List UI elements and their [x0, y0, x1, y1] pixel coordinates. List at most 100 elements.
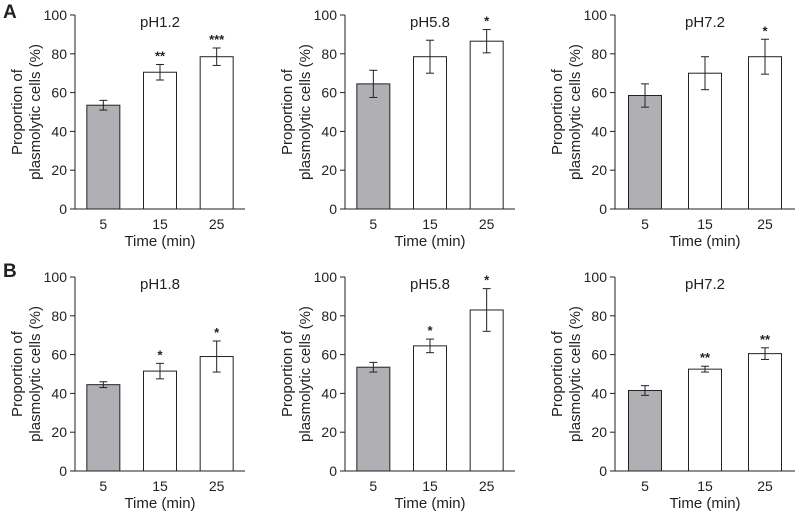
- y-tick-label: 100: [44, 269, 68, 285]
- y-tick-label: 40: [51, 123, 67, 139]
- y-tick-label: 100: [584, 269, 608, 285]
- bar: [469, 309, 504, 472]
- y-tick-label: 20: [321, 424, 337, 440]
- x-tick-label: 15: [422, 478, 438, 494]
- error-bar: [369, 69, 378, 98]
- y-tick-label: 0: [329, 201, 337, 217]
- y-tick-label: 20: [591, 424, 607, 440]
- x-axis-label: Time (min): [124, 495, 195, 512]
- y-axis-label-line-1: Proportion of: [549, 68, 566, 155]
- chart-5: pH5.8 * * 0 20 40 60 80 100 5 15 25 Time (min) Propor…: [279, 269, 515, 512]
- y-axis-label-line-2: plasmolytic cells (%): [27, 306, 44, 442]
- bar: [748, 56, 782, 210]
- bar: [199, 356, 234, 472]
- error-bar: [426, 338, 434, 354]
- error-bar: [99, 381, 108, 389]
- significance-marker: *: [484, 273, 490, 288]
- y-tick-label: 80: [51, 46, 67, 62]
- y-tick-label: 20: [321, 162, 337, 178]
- error-bar: [156, 63, 164, 81]
- error-bar: [369, 361, 378, 373]
- y-tick-label: 0: [59, 201, 67, 217]
- y-tick-label: 20: [51, 424, 67, 440]
- x-axis-label: Time (min): [669, 233, 740, 250]
- bar: [469, 40, 504, 210]
- error-bar: [761, 38, 769, 75]
- y-tick-label: 20: [51, 162, 67, 178]
- y-tick-label: 60: [591, 85, 607, 101]
- y-tick-label: 60: [321, 85, 337, 101]
- error-bar: [641, 83, 649, 108]
- y-tick-label: 80: [321, 46, 337, 62]
- y-tick-label: 60: [51, 347, 67, 363]
- significance-marker: **: [700, 350, 711, 365]
- bar: [413, 345, 447, 472]
- significance-marker: *: [427, 323, 433, 338]
- chart-title: pH5.8: [410, 14, 450, 31]
- x-axis-label: Time (min): [394, 233, 465, 250]
- y-tick-label: 20: [591, 162, 607, 178]
- chart-4: pH1.8 * * 0 20 40 60 80 100 5 15 25 Time (min) Propor…: [9, 269, 245, 512]
- y-axis-label-line-2: plasmolytic cells (%): [297, 44, 314, 180]
- y-tick-label: 100: [44, 7, 68, 23]
- significance-marker: **: [760, 332, 771, 347]
- x-tick-label: 5: [99, 478, 107, 494]
- y-tick-label: 100: [314, 7, 338, 23]
- significance-marker: *: [762, 23, 768, 38]
- bar: [628, 95, 662, 210]
- bar: [86, 104, 121, 210]
- y-tick-label: 60: [321, 347, 337, 363]
- chart-2: pH5.8 * 0 20 40 60 80 100 5 15 25 Time (min) Proport…: [279, 7, 515, 250]
- chart-title: pH5.8: [410, 276, 450, 293]
- bar: [413, 56, 447, 210]
- x-tick-label: 25: [209, 216, 225, 232]
- x-tick-label: 5: [641, 478, 649, 494]
- x-tick-label: 25: [479, 478, 495, 494]
- error-bar: [482, 29, 491, 54]
- y-tick-label: 80: [591, 46, 607, 62]
- chart-title: pH1.2: [140, 14, 180, 31]
- bar: [688, 368, 722, 472]
- x-tick-label: 15: [152, 478, 168, 494]
- error-bar: [212, 47, 221, 66]
- panel-label-b: B: [3, 261, 17, 282]
- bar: [199, 56, 234, 210]
- significance-marker: *: [214, 325, 220, 340]
- significance-marker: *: [484, 14, 490, 29]
- error-bar: [701, 56, 709, 91]
- bar: [143, 370, 177, 472]
- x-tick-label: 5: [369, 216, 377, 232]
- y-tick-label: 60: [51, 85, 67, 101]
- y-axis-label-line-2: plasmolytic cells (%): [297, 306, 314, 442]
- x-tick-label: 15: [697, 216, 713, 232]
- error-bar: [701, 365, 709, 373]
- y-tick-label: 100: [314, 269, 338, 285]
- y-tick-label: 80: [591, 308, 607, 324]
- x-tick-label: 15: [422, 216, 438, 232]
- error-bar: [761, 347, 769, 360]
- x-axis-label: Time (min): [669, 495, 740, 512]
- chart-6: pH7.2 ** ** 0 20 40 60 80 100 5 15 25 Time (min) Prop…: [549, 269, 795, 512]
- y-axis-label-line-1: Proportion of: [279, 330, 296, 417]
- bar: [748, 353, 782, 472]
- y-tick-label: 40: [51, 385, 67, 401]
- y-axis-label-line-1: Proportion of: [9, 68, 26, 155]
- x-tick-label: 15: [697, 478, 713, 494]
- significance-marker: *: [157, 347, 163, 362]
- y-tick-label: 100: [584, 7, 608, 23]
- bar: [356, 366, 391, 472]
- x-axis-label: Time (min): [394, 495, 465, 512]
- error-bar: [426, 39, 434, 74]
- chart-title: pH7.2: [685, 14, 725, 31]
- x-tick-label: 25: [479, 216, 495, 232]
- error-bar: [641, 385, 649, 396]
- y-axis-label-line-1: Proportion of: [549, 330, 566, 417]
- x-tick-label: 15: [152, 216, 168, 232]
- x-tick-label: 5: [641, 216, 649, 232]
- x-tick-label: 5: [99, 216, 107, 232]
- error-bar: [156, 362, 164, 380]
- y-axis-label-line-2: plasmolytic cells (%): [27, 44, 44, 180]
- y-axis-label-line-1: Proportion of: [279, 68, 296, 155]
